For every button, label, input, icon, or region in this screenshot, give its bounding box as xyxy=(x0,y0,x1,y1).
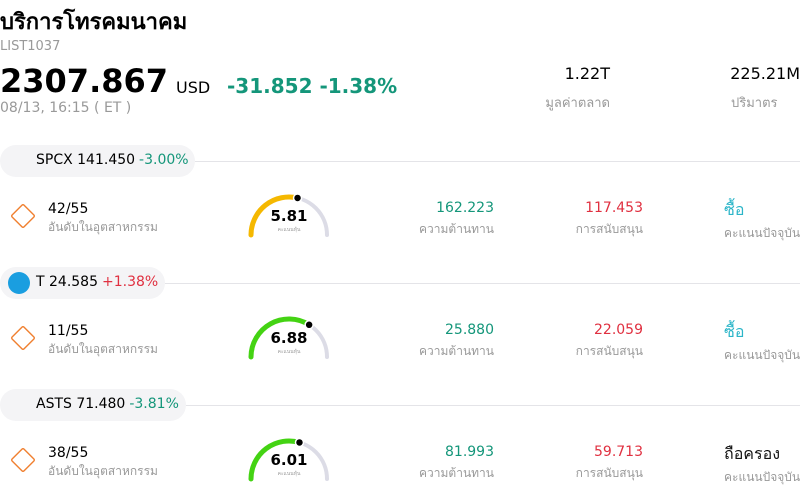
resistance-label: ความต้านทาน xyxy=(419,222,494,236)
code: LIST1037 xyxy=(0,39,61,54)
score: 6.88 xyxy=(270,329,308,347)
support: 59.713 xyxy=(594,444,643,460)
rank: 11/55 xyxy=(48,323,89,339)
rating: ซื้อ xyxy=(724,200,745,219)
support: 117.453 xyxy=(585,200,643,216)
ticker-pill xyxy=(0,145,195,177)
rating: ซื้อ xyxy=(724,322,745,341)
ticker-change: +1.38% xyxy=(102,274,159,290)
separator xyxy=(195,161,800,162)
ticker: T 24.585 +1.38% xyxy=(36,274,159,290)
resistance-label: ความต้านทาน xyxy=(419,344,494,358)
ticker-icon xyxy=(8,272,30,294)
rank-icon xyxy=(10,203,36,229)
ticker-pill xyxy=(0,389,186,421)
resistance: 162.223 xyxy=(436,200,494,216)
rating-label: คะแนนปัจจุบัน xyxy=(724,348,800,362)
rank: 38/55 xyxy=(48,445,89,461)
score-label: คะแนนหุ้น xyxy=(277,349,301,355)
rating: ถือครอง xyxy=(724,444,781,463)
rank-label: อันดับในอุตสาหกรรม xyxy=(48,342,158,356)
price: 2307.867 xyxy=(0,62,169,100)
support-label: การสนับสนุน xyxy=(575,466,643,480)
rating-label: คะแนนปัจจุบัน xyxy=(724,226,800,240)
market-cap-label: มูลค่าตลาด xyxy=(545,96,610,111)
ticker: ASTS 71.480 -3.81% xyxy=(36,396,179,412)
score: 6.01 xyxy=(270,451,308,469)
rank-icon xyxy=(10,325,36,351)
ticker-icon xyxy=(8,150,30,172)
rating-label: คะแนนปัจจุบัน xyxy=(724,470,800,484)
resistance: 25.880 xyxy=(445,322,494,338)
rank-icon xyxy=(10,447,36,473)
gauge-dot xyxy=(304,320,314,330)
separator xyxy=(186,405,800,406)
rank-label: อันดับในอุตสาหกรรม xyxy=(48,464,158,478)
time: 08/13, 16:15 ( ET ) xyxy=(0,100,132,116)
ticker-icon xyxy=(8,394,30,416)
volume: 225.21M xyxy=(730,64,800,83)
gauge-dot xyxy=(292,193,303,203)
rank-label: อันดับในอุตสาหกรรม xyxy=(48,220,158,234)
separator xyxy=(165,283,800,284)
ticker-change: -3.00% xyxy=(139,152,189,168)
rank: 42/55 xyxy=(48,201,89,217)
ticker-change: -3.81% xyxy=(129,396,179,412)
title: บริการโทรคมนาคม xyxy=(0,10,188,35)
score-label: คะแนนหุ้น xyxy=(277,471,301,477)
resistance: 81.993 xyxy=(445,444,494,460)
support: 22.059 xyxy=(594,322,643,338)
market-cap: 1.22T xyxy=(564,64,610,83)
support-label: การสนับสนุน xyxy=(575,222,643,236)
score-label: คะแนนหุ้น xyxy=(277,227,301,233)
currency: USD xyxy=(176,78,211,97)
support-label: การสนับสนุน xyxy=(575,344,643,358)
resistance-label: ความต้านทาน xyxy=(419,466,494,480)
ticker: SPCX 141.450 -3.00% xyxy=(36,152,189,168)
gauge-dot xyxy=(294,437,305,448)
volume-label: ปริมาตร xyxy=(731,96,778,111)
score: 5.81 xyxy=(270,207,308,225)
change: -31.852 -1.38% xyxy=(227,74,398,98)
